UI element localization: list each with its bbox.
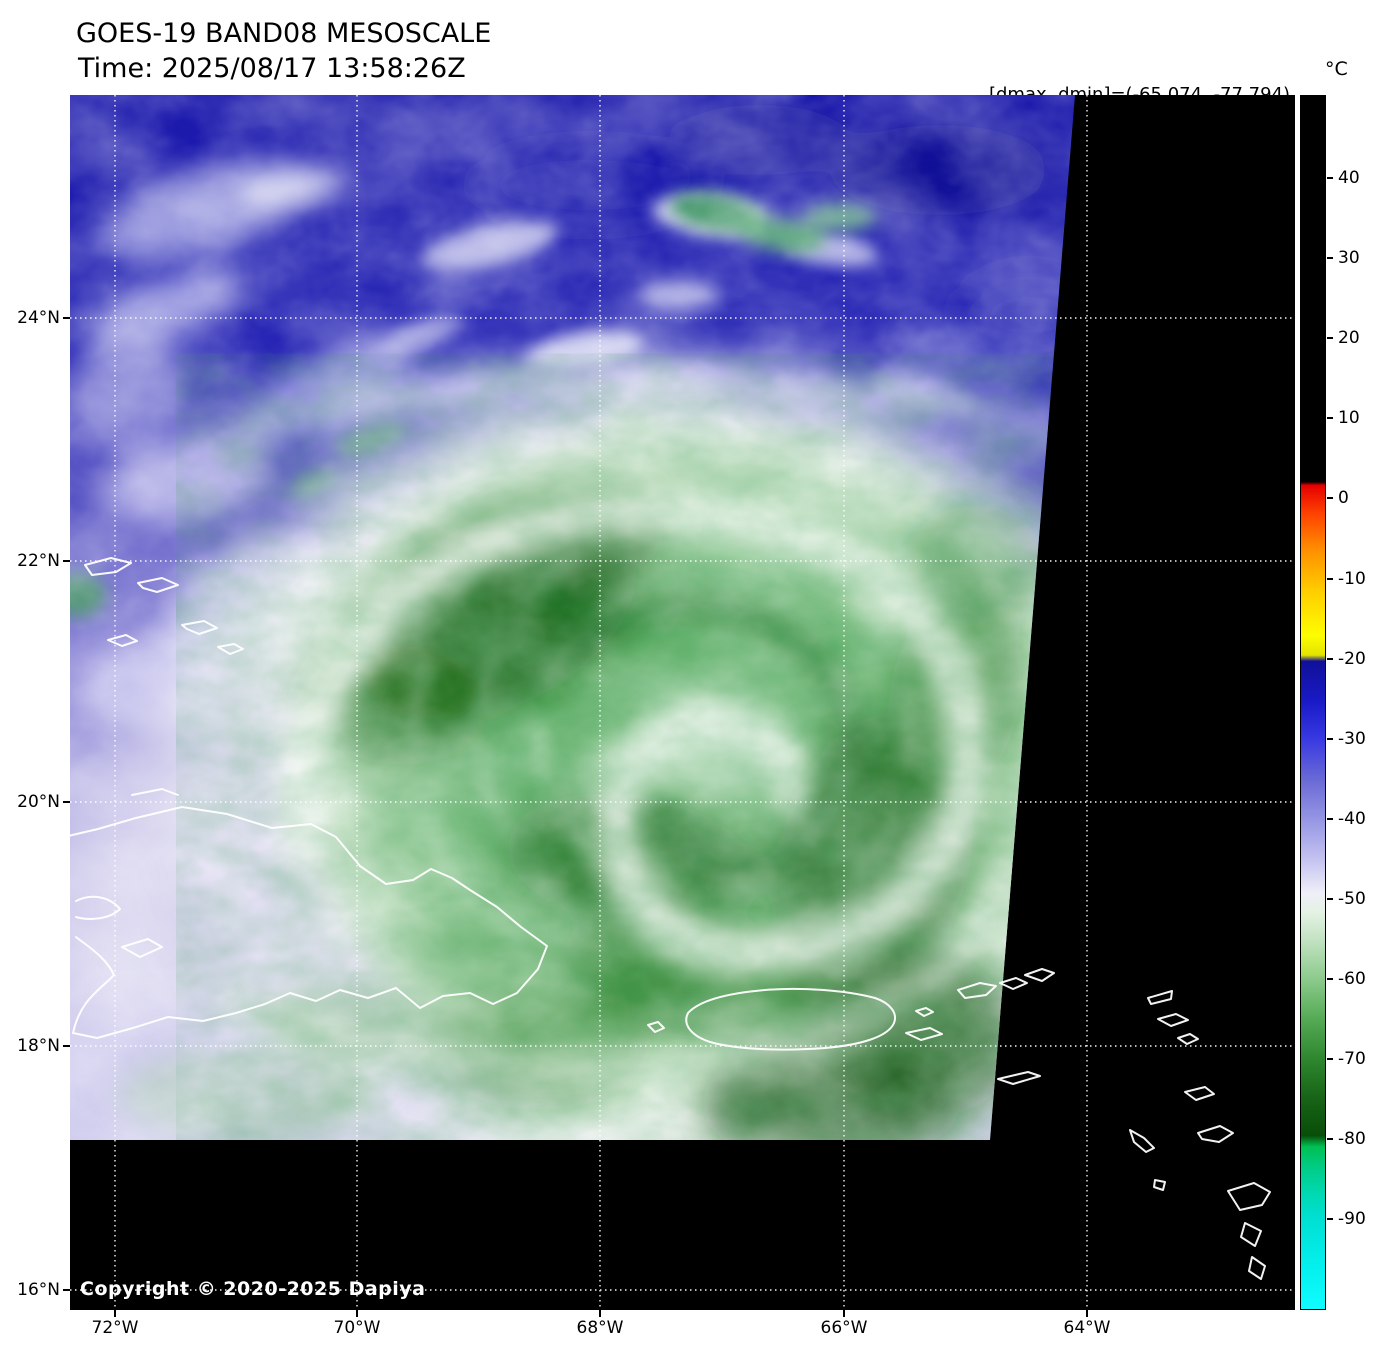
lon-tick [356,1310,358,1317]
lon-tick [599,1310,601,1317]
colorbar-tick [1327,818,1333,820]
lon-tick [1086,1310,1088,1317]
lon-tick [843,1310,845,1317]
coastline-tortue-island [131,788,179,796]
lon-label-66w: 66°W [820,1318,868,1338]
colorbar-tick [1327,177,1333,179]
colorbar-tick [1327,738,1333,740]
coastline-gonave-island [121,938,163,958]
colorbar-unit-label: °C [1325,58,1348,80]
coastlines [70,557,1271,1280]
colorbar-tick-label: 40 [1338,168,1360,188]
colorbar-tick [1327,1058,1333,1060]
coastline-haiti-west [72,895,121,1034]
colorbar-tick-label: 30 [1338,248,1360,268]
colorbar-tick [1327,417,1333,419]
colorbar-tick [1327,578,1333,580]
coastline-culebra [915,1007,934,1017]
lon-label-70w: 70°W [333,1318,381,1338]
colorbar-tick-label: -30 [1338,729,1366,749]
colorbar-tick-label: -60 [1338,969,1366,989]
colorbar-tick [1327,1138,1333,1140]
satellite-map: Copyright © 2020-2025 Dapiya [70,95,1295,1310]
coastline-hispaniola [70,806,548,1039]
page-title: GOES-19 BAND08 MESOSCALE [76,18,492,49]
coastline-mona-island [647,1021,665,1033]
lat-tick [63,317,70,319]
lon-label-64w: 64°W [1063,1318,1111,1338]
coastline-vieques [905,1027,943,1041]
lat-label-18n: 18°N [17,1036,60,1056]
colorbar-tick-label: -10 [1338,569,1366,589]
colorbar-tick [1327,257,1333,259]
copyright-label: Copyright © 2020-2025 Dapiya [80,1278,426,1300]
lat-label-20n: 20°N [17,792,60,812]
lat-tick [63,1045,70,1047]
colorbar-tick [1327,898,1333,900]
colorbar-tick [1327,978,1333,980]
lat-tick [63,560,70,562]
lat-label-24n: 24°N [17,308,60,328]
colorbar-tick-label: 10 [1338,408,1360,428]
data-swath [70,95,1075,1140]
colorbar [1300,95,1326,1310]
colorbar-tick [1327,1218,1333,1220]
colorbar-tick-label: -40 [1338,809,1366,829]
colorbar-tick-label: 20 [1338,328,1360,348]
lat-tick [63,801,70,803]
lon-label-72w: 72°W [91,1318,139,1338]
timestamp: Time: 2025/08/17 13:58:26Z [78,53,466,84]
lon-tick [114,1310,116,1317]
colorbar-tick-label: 0 [1338,488,1349,508]
colorbar-tick-label: -90 [1338,1209,1366,1229]
colorbar-tick [1327,497,1333,499]
satellite-image [70,95,1295,1310]
coastline-virgin-islands [957,968,1055,1085]
gridlines [70,95,1295,1310]
coastline-lesser-antilles [1129,990,1271,1280]
lat-tick [63,1289,70,1291]
lon-label-68w: 68°W [576,1318,624,1338]
colorbar-tick-label: -70 [1338,1049,1366,1069]
lat-label-16n: 16°N [17,1280,60,1300]
lat-label-22n: 22°N [17,551,60,571]
coastline-puerto-rico [685,987,896,1051]
colorbar-tick-label: -20 [1338,649,1366,669]
colorbar-tick-label: -50 [1338,889,1366,909]
colorbar-tick [1327,337,1333,339]
colorbar-tick [1327,658,1333,660]
green-noise-texture [260,425,1075,1140]
coastline-turks-caicos [84,557,244,655]
colorbar-tick-label: -80 [1338,1129,1366,1149]
